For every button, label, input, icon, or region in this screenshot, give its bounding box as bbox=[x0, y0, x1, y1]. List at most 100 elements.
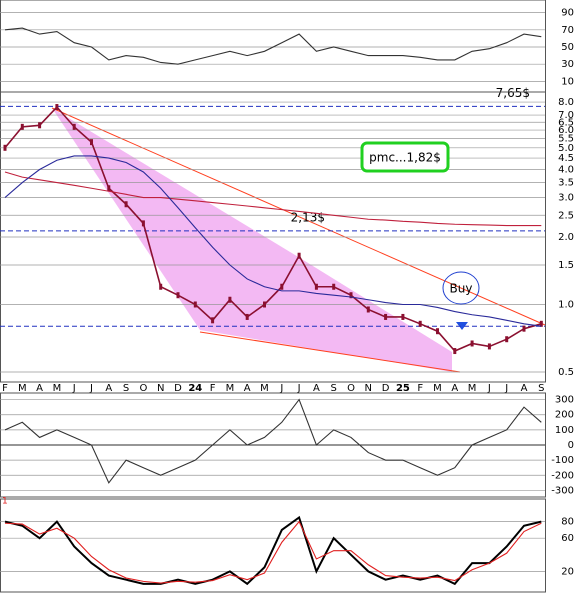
x-tick-label: F bbox=[210, 383, 216, 394]
y-tick-label: 0.5 bbox=[558, 367, 574, 378]
y-tick-label: 3.0 bbox=[558, 193, 574, 204]
price-bar bbox=[124, 201, 128, 208]
y-tick-label: 1.0 bbox=[558, 299, 574, 310]
series-line bbox=[4, 27, 542, 65]
y-tick-label: -300 bbox=[551, 485, 574, 496]
y-tick-label: 4.5 bbox=[558, 153, 574, 164]
price-bar bbox=[522, 325, 526, 332]
price-bar bbox=[55, 104, 59, 111]
x-tick-label: J bbox=[487, 383, 491, 394]
pattern-area bbox=[52, 108, 452, 372]
x-tick-label: D bbox=[382, 383, 390, 394]
price-bar bbox=[176, 292, 180, 299]
price-bar bbox=[366, 306, 370, 313]
price-bar bbox=[418, 320, 422, 327]
price-bar bbox=[72, 123, 76, 130]
y-tick-label: 60 bbox=[561, 533, 574, 544]
y-tick-label: 5.0 bbox=[558, 143, 574, 154]
panel-label: 1 bbox=[2, 497, 8, 507]
price-bar bbox=[401, 313, 405, 320]
x-tick-label: N bbox=[365, 383, 372, 394]
y-tick-label: 50 bbox=[561, 42, 574, 53]
y-tick-label: 90 bbox=[561, 8, 574, 19]
annotation: pmc...1,82$ bbox=[369, 151, 441, 165]
price-bar bbox=[436, 328, 439, 335]
x-tick-label: A bbox=[313, 383, 320, 394]
price-bar bbox=[141, 220, 145, 227]
annotation-box bbox=[360, 141, 450, 173]
x-tick-label: M bbox=[18, 383, 27, 394]
y-tick-label: 10 bbox=[561, 76, 574, 87]
y-tick-label: -200 bbox=[551, 470, 574, 481]
x-tick-label: J bbox=[504, 383, 508, 394]
x-tick-label: M bbox=[260, 383, 269, 394]
x-tick-label: M bbox=[53, 383, 62, 394]
x-tick-label: S bbox=[123, 383, 129, 394]
y-tick-label: 4.0 bbox=[558, 165, 574, 176]
price-bar bbox=[384, 313, 388, 320]
y-tick-label: 100 bbox=[555, 425, 574, 436]
x-tick-label: F bbox=[2, 383, 8, 394]
price-bar bbox=[280, 283, 284, 290]
x-tick-label: F bbox=[417, 383, 423, 394]
x-tick-label: 24 bbox=[188, 383, 202, 394]
x-tick-label: A bbox=[244, 383, 251, 394]
x-tick-label: J bbox=[297, 383, 301, 394]
x-tick-label: A bbox=[521, 383, 528, 394]
x-tick-label: 25 bbox=[396, 383, 410, 394]
price-bar bbox=[193, 301, 197, 308]
level-label: 7,65$ bbox=[496, 86, 530, 100]
y-tick-label: 6.5 bbox=[558, 117, 574, 128]
x-tick-label: S bbox=[538, 383, 544, 394]
price-bar bbox=[470, 340, 474, 347]
price-bar bbox=[263, 301, 266, 308]
series-line bbox=[4, 105, 542, 353]
trend-line bbox=[199, 331, 461, 373]
x-tick-label: O bbox=[139, 383, 147, 394]
price-bar bbox=[228, 296, 232, 303]
series-line bbox=[4, 398, 542, 484]
price-bar bbox=[349, 292, 353, 299]
panel-frame bbox=[0, 498, 546, 593]
series-line bbox=[4, 520, 542, 584]
x-tick-label: M bbox=[226, 383, 235, 394]
annotation-circle bbox=[442, 271, 480, 305]
x-tick-label: A bbox=[451, 383, 458, 394]
y-tick-label: 300 bbox=[555, 395, 574, 406]
y-tick-label: -100 bbox=[551, 455, 574, 466]
y-tick-label: 3.5 bbox=[558, 178, 574, 189]
price-bar bbox=[20, 123, 24, 130]
price-bar bbox=[159, 283, 163, 290]
trend-line bbox=[51, 107, 546, 326]
y-tick-label: 2.5 bbox=[558, 210, 574, 221]
x-tick-label: J bbox=[89, 383, 93, 394]
x-tick-label: A bbox=[105, 383, 112, 394]
price-bar bbox=[505, 336, 509, 343]
x-tick-label: O bbox=[347, 383, 355, 394]
price-bar bbox=[107, 185, 111, 192]
price-bar bbox=[297, 252, 301, 259]
x-tick-label: J bbox=[279, 383, 283, 394]
x-tick-label: M bbox=[468, 383, 477, 394]
price-bar bbox=[3, 144, 7, 151]
annotation: Buy bbox=[450, 282, 473, 296]
y-tick-label: 20 bbox=[561, 566, 574, 577]
y-tick-label: 2.0 bbox=[558, 232, 574, 243]
price-bar bbox=[314, 283, 318, 290]
y-tick-label: 8.0 bbox=[558, 97, 574, 108]
y-tick-label: 7.0 bbox=[558, 110, 574, 121]
x-tick-label: M bbox=[433, 383, 442, 394]
x-tick-label: A bbox=[36, 383, 43, 394]
y-tick-label: 0 bbox=[568, 440, 574, 451]
x-tick-label: S bbox=[331, 383, 337, 394]
price-bar bbox=[211, 317, 215, 324]
y-tick-label: 80 bbox=[561, 517, 574, 528]
y-tick-label: 200 bbox=[555, 410, 574, 421]
buy-arrow bbox=[456, 322, 468, 330]
x-tick-label: N bbox=[157, 383, 164, 394]
price-bar bbox=[539, 320, 543, 327]
price-bar bbox=[90, 139, 93, 146]
price-bar bbox=[245, 313, 249, 320]
price-bar bbox=[453, 348, 457, 355]
